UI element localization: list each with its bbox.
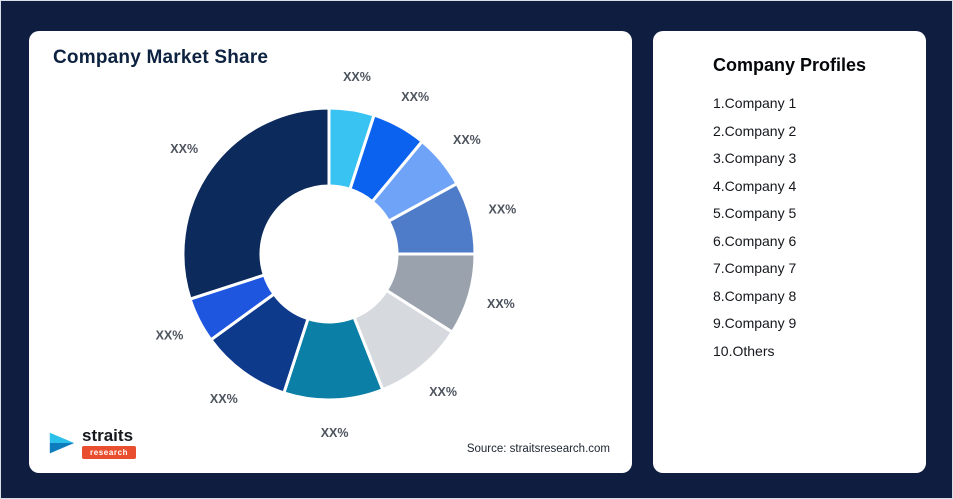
segment-label: XX% (321, 426, 349, 440)
profiles-title: Company Profiles (712, 55, 867, 75)
company-list-item: 5.Company 5 (713, 205, 797, 221)
source-text: Source: straitsresearch.com (466, 443, 610, 455)
company-list-item: 4.Company 4 (713, 177, 797, 194)
company-list-item: 9.Company 9 (713, 315, 797, 331)
logo-brand-text: straits (82, 426, 134, 445)
straits-research-logo: straits research (47, 426, 137, 459)
segment-label: XX% (156, 328, 184, 342)
company-profiles-card: Company Profiles 1.Company 1 2.Company 2… (653, 31, 926, 473)
segment-label: XX% (429, 385, 457, 399)
company-list-item: 10.Others (713, 342, 775, 359)
logo-arrow-bottom (49, 443, 75, 454)
company-list-item: 1.Company 1 (713, 95, 797, 111)
segment-label: XX% (487, 297, 515, 311)
company-list-item: 8.Company 8 (713, 287, 797, 304)
segment-label: XX% (343, 70, 371, 84)
market-share-card: Company Market Share XX% XX% XX% XX% XX% XX% X… (29, 31, 632, 473)
logo-arrow-icon (49, 432, 75, 454)
company-list-item: 2.Company 2 (713, 122, 797, 139)
company-list-item: 7.Company 7 (713, 260, 797, 276)
segment-label: XX% (453, 133, 481, 147)
logo-text: straits research (82, 426, 137, 459)
company-list: 1.Company 1 2.Company 2 3.Company 3 4.Co… (653, 94, 926, 361)
logo-arrow-top (49, 432, 75, 443)
segment-label: XX% (401, 90, 429, 104)
company-list-item: 6.Company 6 (713, 232, 797, 249)
segment-label: XX% (489, 203, 517, 217)
chart-title: Company Market Share (53, 47, 269, 68)
segment-label: XX% (170, 142, 198, 156)
logo-sub-text: research (82, 446, 137, 459)
donut-chart: XX% XX% XX% XX% XX% XX% XX% XX% XX% XX% (156, 70, 517, 440)
company-list-item: 3.Company 3 (713, 150, 797, 166)
donut-segment-10 (181, 106, 331, 301)
segment-label: XX% (210, 392, 238, 406)
